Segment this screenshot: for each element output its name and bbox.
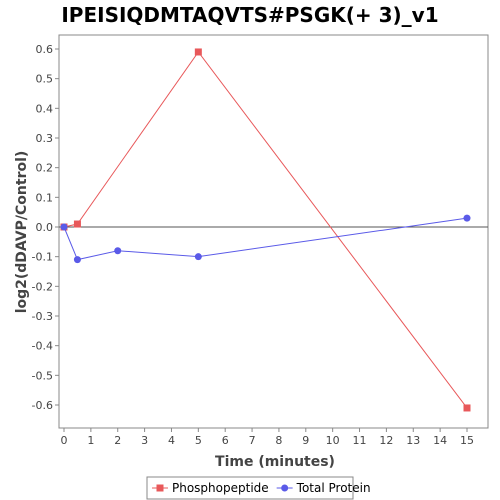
legend-marker-square bbox=[156, 484, 164, 492]
x-tick-label: 11 bbox=[353, 434, 367, 447]
y-tick-label: -0.2 bbox=[32, 280, 53, 293]
x-tick-label: 6 bbox=[222, 434, 229, 447]
x-tick-label: 13 bbox=[406, 434, 420, 447]
y-tick-label: -0.6 bbox=[32, 399, 53, 412]
y-tick-label: -0.1 bbox=[32, 251, 53, 264]
x-tick-label: 14 bbox=[433, 434, 447, 447]
x-tick-label: 0 bbox=[61, 434, 68, 447]
x-tick-label: 10 bbox=[326, 434, 340, 447]
data-point-circle bbox=[114, 247, 122, 255]
y-tick-label: 0.4 bbox=[36, 102, 54, 115]
x-tick-label: 5 bbox=[195, 434, 202, 447]
series-line-1 bbox=[63, 51, 468, 409]
data-point-circle bbox=[463, 214, 471, 222]
y-tick-label: 0.6 bbox=[36, 43, 54, 56]
x-tick-label: 8 bbox=[275, 434, 282, 447]
y-tick-label: -0.5 bbox=[32, 369, 53, 382]
data-point-circle bbox=[194, 253, 202, 261]
x-tick-label: 9 bbox=[302, 434, 309, 447]
x-axis-label: Time (minutes) bbox=[215, 454, 335, 470]
plot-frame bbox=[58, 34, 489, 429]
y-axis-label: log2(dDAVP/Control) bbox=[14, 151, 30, 314]
y-tick-label: -0.3 bbox=[32, 310, 53, 323]
legend-frame bbox=[146, 476, 354, 500]
y-tick-label: 0.0 bbox=[36, 221, 54, 234]
data-point-square bbox=[194, 48, 202, 56]
y-tick-label: -0.4 bbox=[32, 340, 53, 353]
chart-title: IPEISIQDMTAQVTS#PSGK(+ 3)_v1 bbox=[61, 3, 438, 27]
legend-marker-circle bbox=[281, 484, 289, 492]
x-tick-label: 1 bbox=[87, 434, 94, 447]
x-tick-label: 4 bbox=[168, 434, 175, 447]
y-tick-label: 0.3 bbox=[36, 132, 54, 145]
data-point-square bbox=[73, 220, 81, 228]
legend: Phosphopeptide Total Protein bbox=[146, 476, 371, 500]
x-tick-label: 2 bbox=[114, 434, 121, 447]
legend-label: Phosphopeptide bbox=[172, 481, 269, 495]
y-tick-label: 0.2 bbox=[36, 162, 54, 175]
y-tick-label: 0.5 bbox=[36, 73, 54, 86]
data-point-square bbox=[463, 404, 471, 412]
x-tick-label: 7 bbox=[249, 434, 256, 447]
plot-area: 0 1 2 3 4 5 6 7 8 9 10 11 12 13 14 150.60.50.40.30.20.1… bbox=[32, 34, 489, 447]
x-tick-label: 15 bbox=[460, 434, 474, 447]
x-tick-label: 12 bbox=[379, 434, 393, 447]
x-tick-label: 3 bbox=[141, 434, 148, 447]
y-tick-label: 0.1 bbox=[36, 191, 54, 204]
data-point-circle bbox=[73, 256, 81, 264]
legend-label: Total Protein bbox=[296, 481, 371, 495]
data-point-circle bbox=[60, 223, 68, 231]
